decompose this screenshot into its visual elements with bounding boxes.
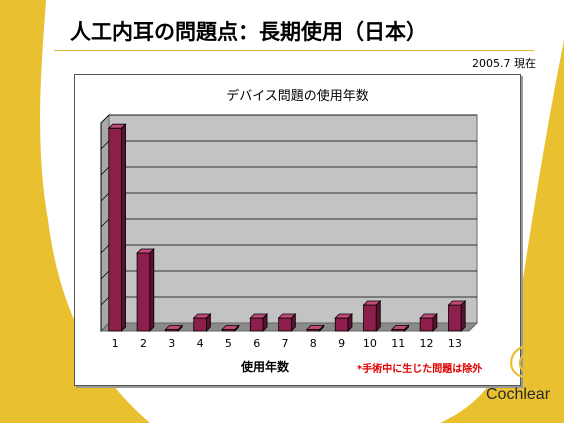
- bar-side: [375, 300, 381, 332]
- bar: [108, 127, 122, 332]
- x-tick-label: 11: [391, 337, 405, 350]
- bar: [193, 317, 207, 332]
- bar: [419, 317, 434, 332]
- bar: [249, 317, 264, 332]
- left-accent-swoosh: [0, 0, 150, 423]
- bar-side: [432, 313, 438, 332]
- bar: [278, 317, 292, 332]
- bar-side: [290, 313, 296, 332]
- bar: [136, 252, 151, 332]
- bar-side: [404, 324, 410, 332]
- x-tick-label: 4: [197, 337, 204, 350]
- x-tick-label: 2: [140, 337, 147, 350]
- x-tick-label: 3: [168, 337, 175, 350]
- brand-name: Cochlear: [486, 386, 551, 403]
- bar-side: [319, 324, 325, 332]
- date-label: 2005.7 現在: [472, 57, 536, 70]
- bar-side: [262, 313, 268, 332]
- chart-frame: デバイス問題の使用年数 1 2 3 4 5 6 7 8 9 10 11 12 13 使用年数 *手術中に…: [74, 74, 521, 386]
- x-tick-label: 6: [253, 337, 260, 350]
- bar: [363, 304, 377, 332]
- x-tick-label: 1: [112, 337, 119, 350]
- x-axis-label: 使用年数: [241, 360, 290, 374]
- bar-side: [149, 248, 155, 332]
- x-tick-label: 7: [282, 337, 289, 350]
- bar-side: [206, 313, 211, 332]
- bar-side: [460, 300, 466, 332]
- slide-title: 人工内耳の問題点：長期使用（日本）: [70, 20, 427, 44]
- x-tick-label: 12: [420, 337, 434, 350]
- x-tick-label: 13: [448, 337, 462, 350]
- cochlear-swirl-logo-icon: [510, 344, 546, 378]
- x-tick-label: 5: [225, 337, 232, 350]
- x-tick-label: 9: [338, 337, 345, 350]
- bar-side: [177, 324, 183, 332]
- x-tick-label: 8: [310, 337, 317, 350]
- footnote: *手術中に生じた問題は除外: [357, 364, 483, 375]
- x-tick-label: 10: [363, 337, 377, 350]
- gridline: [100, 114, 477, 124]
- bar: [334, 317, 349, 332]
- bar-side: [121, 123, 126, 332]
- right-accent-swoosh: [440, 40, 564, 423]
- bar-chart: 1 2 3 4 5 6 7 8 9 10 11 12 13: [99, 113, 479, 350]
- bar: [448, 304, 462, 332]
- bar-side: [347, 313, 353, 332]
- chart-title: デバイス問題の使用年数: [226, 89, 369, 104]
- bar-side: [234, 324, 240, 332]
- title-divider: [54, 50, 534, 51]
